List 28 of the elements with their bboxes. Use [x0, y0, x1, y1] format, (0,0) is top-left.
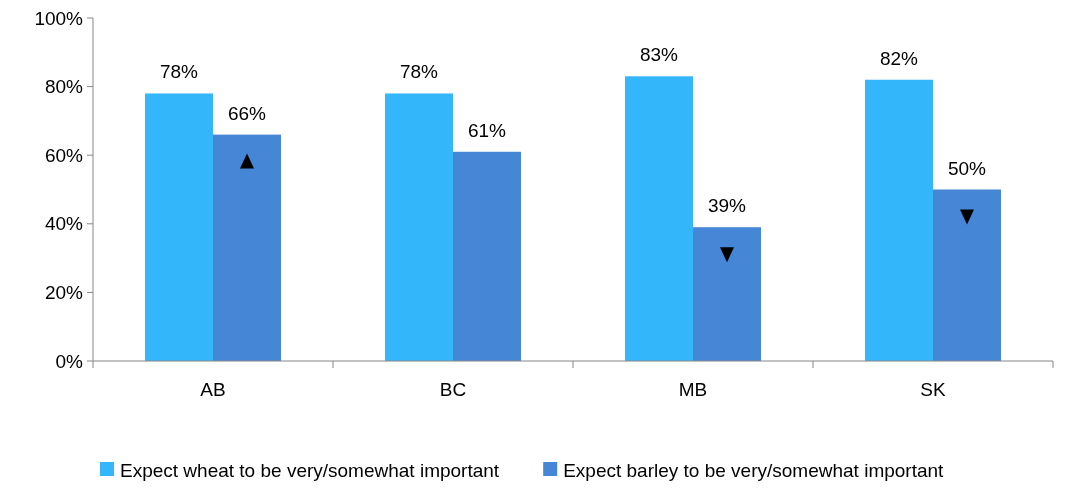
y-tick-label: 60% — [44, 144, 84, 166]
text: 82% — [879, 47, 919, 69]
bar — [213, 134, 281, 361]
x-tick-label: MB — [678, 379, 708, 400]
y-tick-label: 40% — [44, 213, 84, 235]
x-tick-label: SK — [920, 379, 946, 400]
text: 50% — [947, 157, 987, 179]
y-tick-label: 100% — [34, 7, 84, 29]
text: 66% — [227, 102, 267, 124]
x-tick-label: AB — [200, 379, 226, 400]
bar — [625, 76, 693, 361]
legend-label: Expect barley to be very/somewhat important — [563, 459, 945, 481]
bar — [453, 151, 521, 361]
bar — [865, 79, 933, 361]
bar — [385, 93, 453, 361]
y-tick-label: 0% — [55, 350, 84, 372]
text: 83% — [639, 44, 679, 66]
y-tick-label: 80% — [44, 76, 84, 98]
text: 78% — [159, 61, 199, 83]
y-tick-label: 20% — [44, 282, 84, 304]
bar — [933, 189, 1001, 361]
x-tick-label: BC — [439, 379, 467, 400]
text: 61% — [467, 119, 507, 141]
legend-label: Expect wheat to be very/somewhat important — [120, 459, 500, 481]
text: 39% — [707, 195, 747, 217]
bar — [693, 227, 761, 361]
text: 78% — [399, 61, 439, 83]
bar — [145, 93, 213, 361]
